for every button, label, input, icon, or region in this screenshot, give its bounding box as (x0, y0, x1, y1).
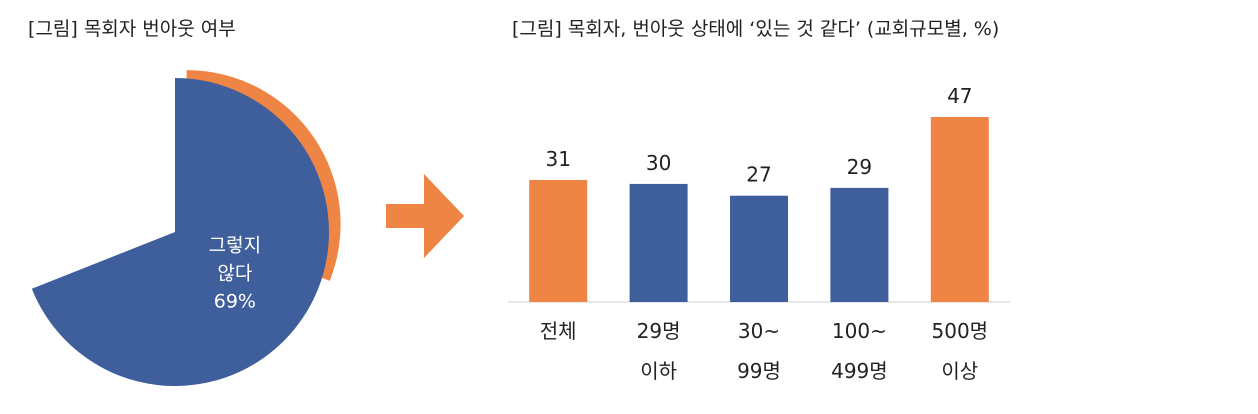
category-label-4: 500명 이상 (932, 319, 989, 383)
category-label-1: 29명 이하 (637, 319, 681, 383)
pie-slice-1 (31, 78, 329, 386)
bar-value-label-1: 30 (646, 151, 671, 175)
bar-chart-title: [그림] 목회자, 번아웃 상태에 ‘있는 것 같다’ (교회규모별, %) (512, 18, 1000, 40)
bar-chart: 31 전체 30 29명 이하 27 30~ 99명 29 100~ 499명 47 500명 이상 (508, 84, 1010, 383)
bar-4 (930, 117, 989, 302)
category-label-0: 전체 (540, 319, 577, 343)
category-label-3: 100~ 499명 (831, 319, 888, 383)
bar-value-label-0: 31 (545, 147, 570, 171)
bar-value-label-4: 47 (947, 84, 972, 108)
pie-label-1: 그렇지 않다 69% (209, 235, 261, 313)
category-label-2: 30~ 99명 (737, 319, 781, 383)
bar-3 (830, 187, 889, 302)
bar-0 (529, 179, 588, 302)
bar-value-label-2: 27 (746, 163, 771, 187)
bar-1 (629, 183, 688, 302)
right-arrow-icon (386, 174, 464, 258)
bar-value-label-3: 29 (847, 155, 872, 179)
bar-2 (730, 195, 788, 302)
pie-chart-title: [그림] 목회자 번아웃 여부 (28, 18, 236, 40)
